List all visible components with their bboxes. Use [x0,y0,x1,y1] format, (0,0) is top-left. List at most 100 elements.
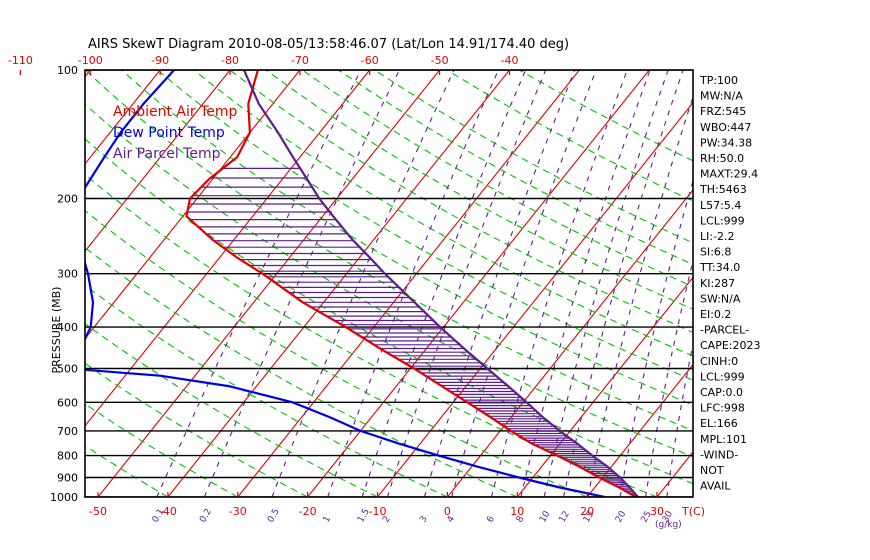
stat-cape: CAPE:2023 [700,339,761,352]
dry-adiabat--10 [85,323,378,497]
top-temp-tick--60: -60 [361,54,379,67]
stat-parcel-hdr: -PARCEL- [700,324,749,337]
mixing-ratio-12 [563,70,684,497]
pressure-tick-700: 700 [57,425,78,438]
isotherm--70 [85,70,301,340]
pressure-tick-1000: 1000 [50,491,78,504]
dry-adiabat-140 [374,70,693,244]
pressure-tick-300: 300 [57,268,78,281]
curve-ambient-air-temp [185,70,637,497]
isotherm--40 [167,70,510,497]
top-temp-tick--70: -70 [291,54,309,67]
stat-lcl: LCL:999 [700,214,745,227]
stat-ei: EI:0.2 [700,308,731,321]
isotherm--10 [377,101,693,497]
stat-th: TH:5463 [699,183,747,196]
bottom-temperature-axis: -50 -40 -30 -20 -10 0 10 20 30 [89,492,664,518]
mixing-ratio-6 [490,70,628,497]
legend-item-air-parcel-temp: Air Parcel Temp [113,146,221,162]
temperature-unit-label: T(C) [681,505,705,518]
stat-cinh: CINH:0 [700,355,738,368]
mixing-ratio-1 [327,70,499,497]
mixing-ratio-15 [587,95,693,497]
legend: Ambient Air Temp Dew Point Temp Air Parcel… [113,104,238,162]
isotherm--20 [307,70,650,497]
mixing-ratio-tick-8: 8 [515,514,527,524]
dry-adiabat-50 [85,103,693,458]
legend-item-ambient-air-temp: Ambient Air Temp [113,104,238,120]
stat-lfc: LFC:998 [700,402,745,415]
isobar-lines [85,70,693,497]
mixing-ratio-unit-label: (g/kg) [655,520,682,530]
top-temp-tick--40: -40 [500,54,518,67]
stat-wbo: WBO:447 [700,121,751,134]
stat-wind-2: AVAIL [700,480,731,493]
mixing-ratio-30 [666,341,693,497]
top-temp-tick--100: -100 [78,54,103,67]
isotherm-20 [586,363,693,497]
mixing-ratio-0.5 [271,70,455,497]
stat-maxt: MAXT:29.4 [700,168,758,181]
mixing-ratio-tick-4: 4 [446,514,458,524]
dry-adiabat-30 [85,173,658,497]
top-temp-tick--110: -110 [8,54,33,67]
stat-pw: PW:34.38 [700,136,752,149]
stat-tp: TP:100 [699,74,738,87]
top-temp-tick--80: -80 [221,54,239,67]
stat-cap: CAP:0.0 [700,386,743,399]
pressure-tick-200: 200 [57,193,78,206]
mixing-ratio-8 [520,70,651,497]
dry-adiabat-10 [85,246,518,497]
mixing-ratio-0.1 [156,70,362,497]
stat-el: EL:166 [700,417,738,430]
stat-mw: MW:N/A [700,90,743,103]
dry-adiabat--30 [85,403,239,497]
stat-tt: TT:34.0 [699,261,740,274]
mixing-ratio-tick-12: 12 [558,510,572,525]
dry-adiabat-20 [85,209,588,497]
stat-wind-1: NOT [700,464,724,477]
plot-frame [84,69,694,498]
bottom-temp-tick-20: 20 [580,505,594,518]
bottom-temp-tick--10: -10 [369,505,387,518]
cape-hatch-region [187,167,638,497]
pressure-tick-100: 100 [57,64,78,77]
mixing-ratio-tick-3: 3 [418,515,430,525]
pressure-tick-900: 900 [57,471,78,484]
stat-ki: KI:287 [700,277,735,290]
plot-content [85,70,693,497]
mixing-ratio-10 [543,70,669,497]
stat-li: LI:-2.2 [700,230,735,243]
pressure-axis-label: PRESSURE (MB) [50,287,63,374]
dry-adiabat-90 [193,70,693,357]
mixing-ratio-tick-15: 15 [582,510,596,525]
mixing-ratio-lines [156,70,693,497]
bottom-temp-tick--40: -40 [159,505,177,518]
dry-adiabat--20 [85,362,308,497]
isotherm--50 [97,70,441,497]
sounding-curves [85,70,639,497]
pressure-tick-500: 500 [57,362,78,375]
stat-lcl2: LCL:999 [700,370,745,383]
bottom-temp-tick--20: -20 [299,505,317,518]
stat-mpl: MPL:101 [700,433,747,446]
pressure-tick-600: 600 [57,396,78,409]
mixing-ratio-tick-6: 6 [485,514,497,524]
isotherm--80 [85,70,231,253]
bottom-temp-tick-0: 0 [444,505,451,518]
mixing-ratio-20 [619,178,693,497]
stat-l57: L57:5.4 [700,199,741,212]
mixing-ratio-axis: 0.1 0.2 0.5 1 1.5 2 3 4 6 8 10 12 15 20 25 30 [151,507,675,524]
curve-dew-point-temp [85,70,605,497]
stat-sw: SW:N/A [700,292,741,305]
stat-rh: RH:50.0 [700,152,744,165]
mixing-ratio-tick-2: 2 [381,515,393,525]
legend-item-dew-point-temp: Dew Point Temp [113,125,225,141]
dry-adiabat-100 [229,70,693,333]
bottom-temp-tick--30: -30 [229,505,247,518]
mixing-ratio-tick-25: 25 [640,510,654,525]
page-title: AIRS SkewT Diagram 2010-08-05/13:58:46.0… [88,37,569,52]
